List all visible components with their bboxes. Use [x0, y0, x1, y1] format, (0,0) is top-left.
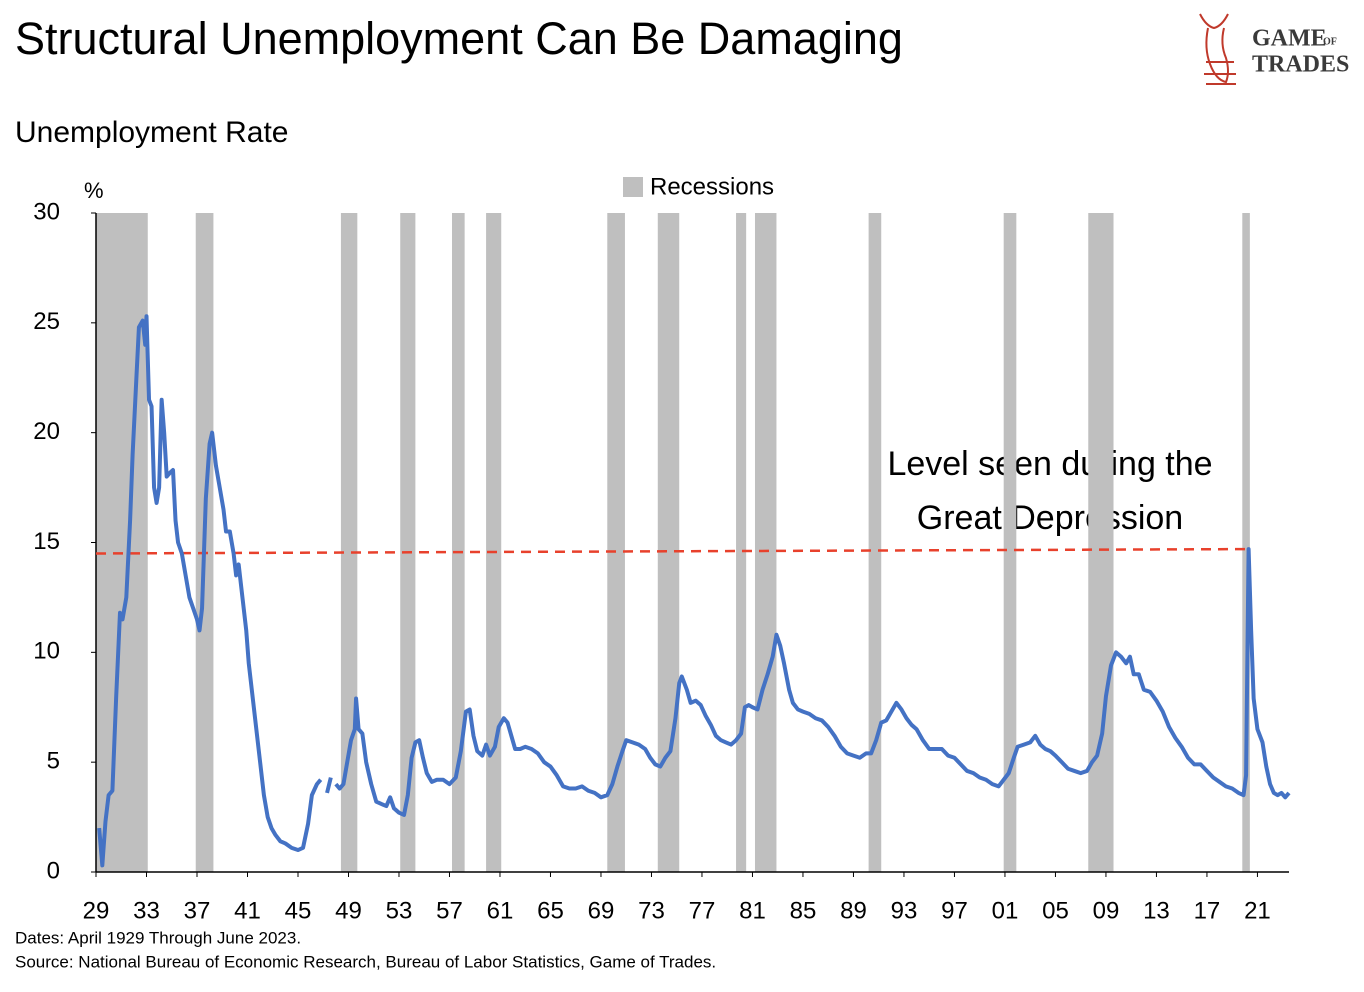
x-tick-label: 45 [285, 897, 312, 924]
recession-band [340, 213, 358, 872]
footnote: Source: National Bureau of Economic Rese… [15, 952, 716, 971]
x-tick-label: 01 [992, 897, 1019, 924]
x-tick-label: 97 [941, 897, 968, 924]
recession-band [400, 213, 416, 872]
recession-band [754, 213, 777, 872]
recession-band [486, 213, 502, 872]
recession-band [657, 213, 680, 872]
x-tick-label: 05 [1042, 897, 1069, 924]
recession-band [1242, 213, 1250, 872]
y-unit: % [84, 178, 104, 203]
logo-of: OF [1323, 36, 1337, 47]
annotation: Great Depression [917, 499, 1183, 537]
x-tick-label: 13 [1143, 897, 1170, 924]
legend-swatch [623, 177, 643, 197]
x-tick-label: 17 [1194, 897, 1221, 924]
x-tick-label: 21 [1244, 897, 1271, 924]
y-tick-label: 25 [33, 308, 60, 335]
chart-title: Structural Unemployment Can Be Damaging [15, 13, 903, 64]
recession-band [1088, 213, 1114, 872]
logo-trades: TRADES [1252, 52, 1349, 78]
y-tick-label: 10 [33, 638, 60, 665]
logo-icon [1199, 13, 1236, 85]
recession-band [96, 213, 148, 872]
recession-band [1003, 213, 1017, 872]
x-tick-label: 85 [790, 897, 817, 924]
x-tick-label: 41 [234, 897, 261, 924]
x-tick-label: 53 [386, 897, 413, 924]
y-tick-label: 5 [47, 748, 60, 775]
x-tick-label: 49 [335, 897, 362, 924]
x-tick-label: 37 [184, 897, 211, 924]
x-tick-label: 93 [891, 897, 918, 924]
x-tick-label: 61 [487, 897, 514, 924]
x-tick-label: 09 [1093, 897, 1120, 924]
y-tick-label: 20 [33, 418, 60, 445]
reference-line [95, 547, 1249, 555]
logo-game: GAME [1252, 26, 1327, 52]
x-tick-label: 65 [537, 897, 564, 924]
recession-band [452, 213, 465, 872]
data-line [97, 314, 1291, 868]
annotation: Level seen during the [887, 445, 1212, 483]
x-tick-label: 33 [133, 897, 160, 924]
x-tick-label: 89 [840, 897, 867, 924]
footnote: Dates: April 1929 Through June 2023. [15, 928, 301, 947]
y-tick-label: 30 [33, 198, 60, 225]
logo: GAME OF TRADES [1199, 13, 1349, 85]
y-tick-label: 15 [33, 528, 60, 555]
chart-subtitle: Unemployment Rate [15, 116, 288, 149]
x-tick-label: 77 [689, 897, 716, 924]
legend-label: Recessions [650, 173, 774, 200]
recession-band [736, 213, 747, 872]
recession-band [607, 213, 625, 872]
x-tick-label: 69 [588, 897, 615, 924]
x-tick-label: 29 [83, 897, 110, 924]
x-tick-label: 73 [638, 897, 665, 924]
recession-band [868, 213, 882, 872]
y-tick-label: 0 [47, 857, 60, 884]
x-tick-label: 81 [739, 897, 766, 924]
x-tick-label: 57 [436, 897, 463, 924]
